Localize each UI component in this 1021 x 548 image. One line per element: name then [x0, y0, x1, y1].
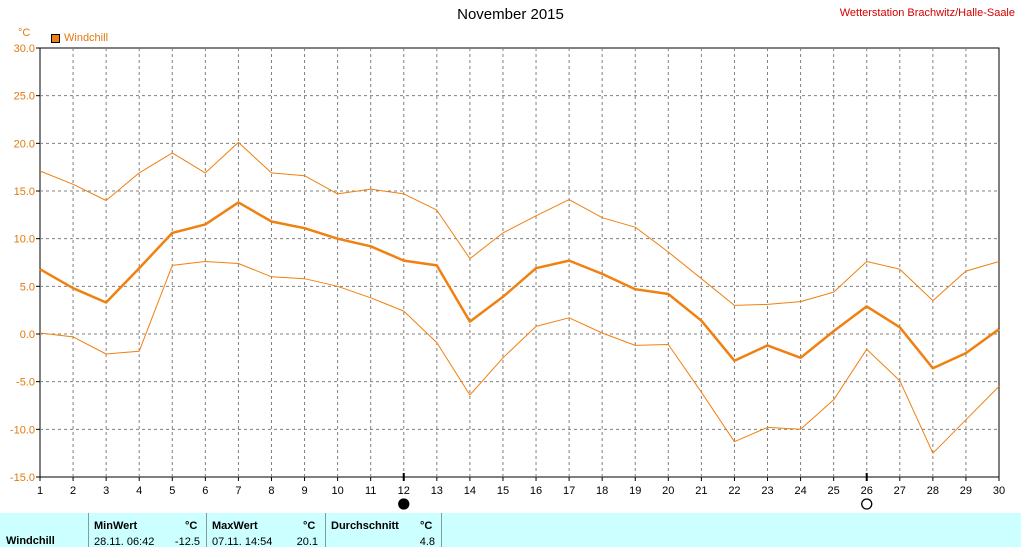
- x-tick-label: 13: [431, 485, 443, 497]
- y-tick-label: 0.0: [20, 329, 35, 341]
- x-tick-label: 10: [331, 485, 343, 497]
- plot-area: [39, 47, 1000, 478]
- x-tick-label: 29: [960, 485, 972, 497]
- min-header: MinWert: [94, 520, 138, 532]
- x-tick-label: 26: [861, 485, 873, 497]
- windchill-chart: 30.0 25.0 20.0 15.0 10.0 5.0 0.0 -5.0 -10.0 -15.0…: [10, 43, 1005, 510]
- series-line-avg: [39, 201, 1000, 370]
- x-tick-label: 5: [169, 485, 175, 497]
- x-tick-label: 25: [828, 485, 840, 497]
- avg-unit: °C: [420, 520, 433, 532]
- station-name: Wetterstation Brachwitz/Halle-Saale: [839, 7, 1015, 19]
- y-axis-unit: °C: [18, 27, 31, 39]
- summary-row-label: Windchill: [6, 535, 55, 547]
- min-unit: °C: [185, 520, 198, 532]
- avg-value: 4.8: [419, 536, 435, 548]
- x-tick-label: 11: [365, 485, 376, 497]
- x-tick-label: 22: [728, 485, 740, 497]
- y-tick-label: 15.0: [14, 186, 35, 198]
- x-tick-label: 17: [563, 485, 575, 497]
- x-tick-label: 8: [268, 485, 274, 497]
- x-tick-label: 4: [136, 485, 142, 497]
- max-unit: °C: [303, 520, 316, 532]
- x-tick-label: 6: [202, 485, 208, 497]
- x-tick-label: 2: [70, 485, 76, 497]
- x-tick-label: 23: [761, 485, 773, 497]
- x-tick-label: 16: [530, 485, 542, 497]
- max-header: MaxWert: [212, 520, 258, 532]
- x-tick-label: 12: [398, 485, 410, 497]
- x-tick-label: 21: [695, 485, 707, 497]
- min-time: 28.11. 06:42: [94, 536, 155, 548]
- avg-header: Durchschnitt: [331, 520, 399, 532]
- x-tick-label: 14: [464, 485, 476, 497]
- max-time: 07.11. 14:54: [212, 536, 273, 548]
- summary-divider: [325, 513, 326, 547]
- legend: Windchill: [51, 32, 108, 44]
- chart-title: November 2015: [457, 6, 564, 23]
- new-moon-icon: [398, 498, 410, 510]
- summary-panel: Windchill MinWert °C 28.11. 06:42 -12.5 …: [0, 513, 1021, 548]
- x-tick-label: 27: [894, 485, 906, 497]
- x-tick-label: 7: [235, 485, 241, 497]
- x-tick-label: 3: [103, 485, 109, 497]
- min-value: -12.5: [174, 536, 200, 548]
- x-tick-label: 24: [794, 485, 806, 497]
- y-tick-label: -5.0: [16, 377, 35, 389]
- x-tick-label: 28: [927, 485, 939, 497]
- summary-divider: [206, 513, 207, 547]
- series-line-max: [39, 141, 1000, 306]
- x-tick-label: 20: [662, 485, 674, 497]
- max-value: 20.1: [296, 536, 318, 548]
- x-tick-label: 19: [629, 485, 641, 497]
- x-tick-label: 30: [993, 485, 1005, 497]
- y-tick-label: 30.0: [14, 43, 35, 55]
- y-tick-label: 20.0: [14, 138, 35, 150]
- y-tick-label: -10.0: [10, 424, 35, 436]
- summary-divider: [441, 513, 442, 547]
- summary-divider: [88, 513, 89, 547]
- legend-swatch: [51, 33, 60, 43]
- legend-label: Windchill: [64, 32, 109, 44]
- x-tick-label: 9: [301, 485, 307, 497]
- full-moon-icon: [861, 498, 873, 510]
- series-line-min: [39, 261, 1000, 454]
- x-tick-label: 15: [497, 485, 509, 497]
- y-tick-label: 25.0: [14, 91, 35, 103]
- y-tick-label: -15.0: [10, 472, 35, 484]
- x-tick-label: 1: [37, 485, 43, 497]
- x-tick-label: 18: [596, 485, 608, 497]
- y-tick-label: 10.0: [14, 234, 35, 246]
- y-tick-label: 5.0: [20, 281, 35, 293]
